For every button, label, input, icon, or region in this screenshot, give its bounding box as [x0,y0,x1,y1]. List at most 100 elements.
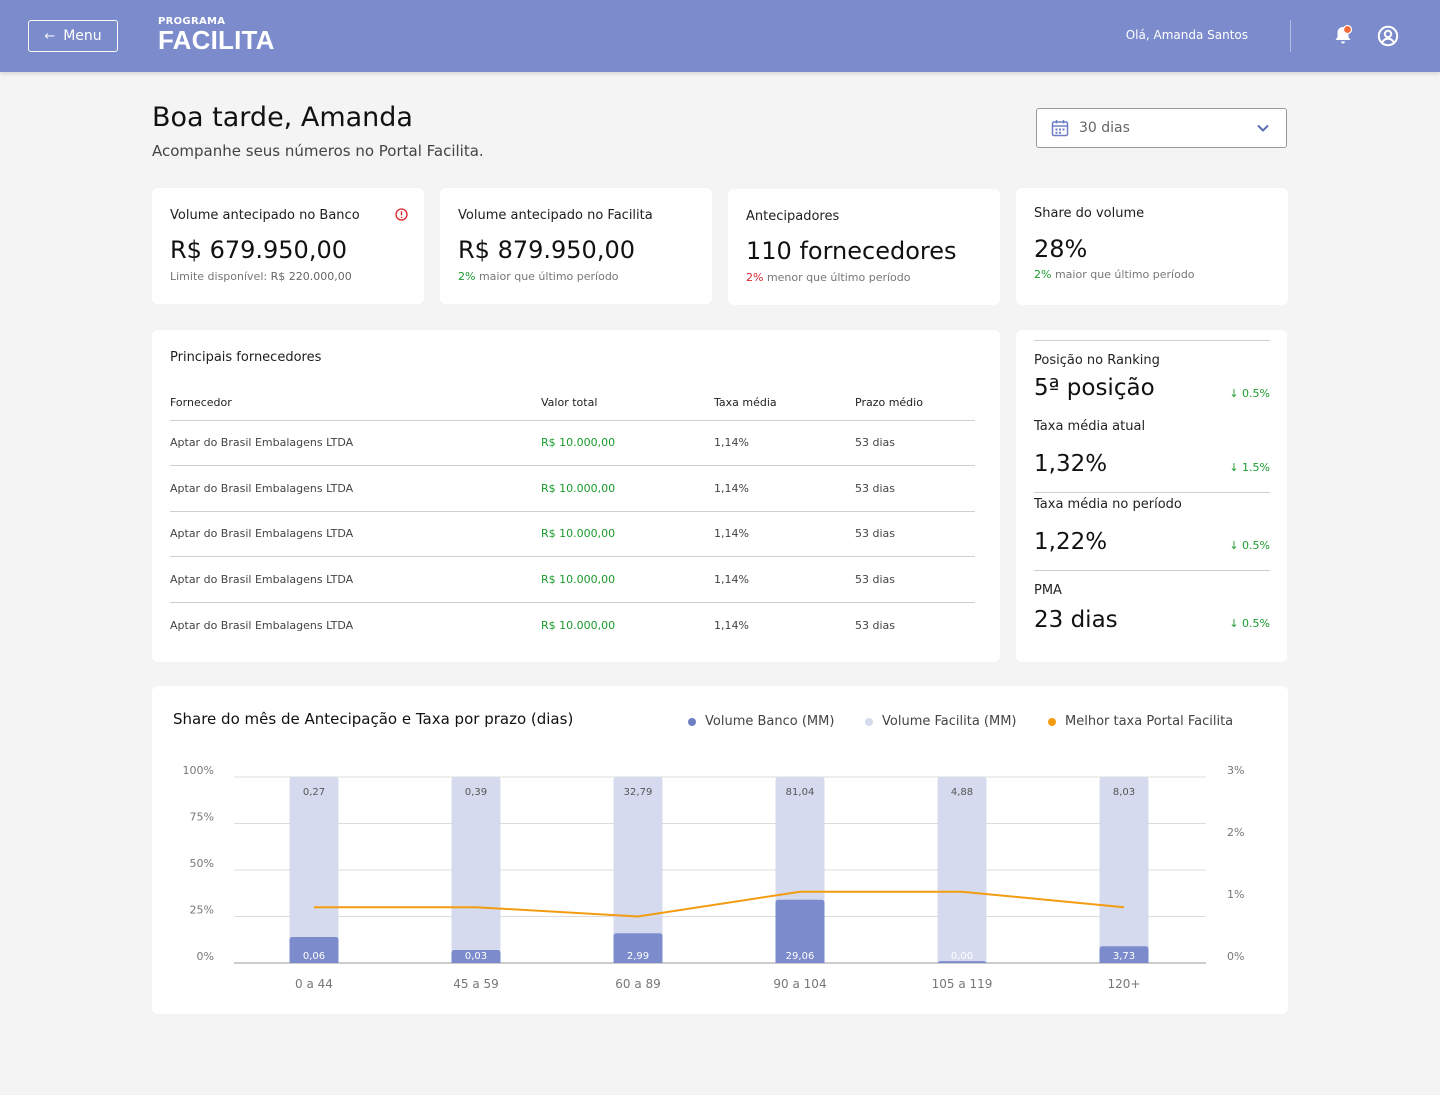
supplier-name: Aptar do Brasil Embalagens LTDA [170,556,541,603]
bar-banco-label: 0,06 [303,951,325,962]
column-header[interactable]: Fornecedor [170,386,541,421]
chart-title: Share do mês de Antecipação e Taxa por p… [173,710,574,728]
kpi-label: Antecipadores [746,209,840,224]
table-row[interactable]: Aptar do Brasil Embalagens LTDA R$ 10.00… [170,420,975,466]
column-header[interactable]: Valor total [541,386,714,421]
kpi-label: Share do volume [1034,206,1145,221]
legend-dot [688,717,696,726]
column-header[interactable]: Prazo médio [855,386,975,421]
y-right-tick-label: 0% [1227,950,1244,963]
kpi-note: 2% menor que último período [746,271,910,284]
period-select-value: 30 dias [1079,120,1130,136]
column-header[interactable]: Taxa média [714,386,855,421]
kpi-value: R$ 679.950,00 [170,236,347,264]
bar-banco-label: 29,06 [786,951,815,962]
supplier-total: R$ 10.000,00 [541,556,714,603]
line-melhor-taxa [314,890,1125,918]
ranking-value: 23 dias [1034,607,1118,633]
user-profile-icon[interactable] [1377,25,1399,47]
logo[interactable]: PROGRAMA FACILITA [158,16,275,53]
kpi-value: 28% [1034,235,1088,263]
ranking-item-pma: PMA 23 dias ↓ 0.5% [1034,583,1270,643]
supplier-term: 53 dias [855,511,975,557]
supplier-rate: 1,14% [714,465,855,512]
bar-banco [613,933,663,963]
kpi-delta: 2% [458,270,476,283]
table-header-row: Fornecedor Valor total Taxa média Prazo … [170,386,975,421]
kpi-value: 110 fornecedores [746,237,957,265]
chevron-down-icon [1257,124,1269,132]
divider [1034,492,1270,493]
table-row[interactable]: Aptar do Brasil Embalagens LTDA R$ 10.00… [170,602,975,648]
legend-item-banco[interactable]: Volume Banco (MM) [688,714,834,729]
kpi-value: R$ 879.950,00 [458,236,635,264]
y-left-tick-label: 75% [190,811,214,824]
top-header: ← Menu PROGRAMA FACILITA Olá, Amanda San… [0,0,1440,72]
table-row[interactable]: Aptar do Brasil Embalagens LTDA R$ 10.00… [170,511,975,557]
y-left-tick-label: 100% [183,764,214,777]
bar-facilita [937,777,987,963]
bar-facilita-label: 32,79 [624,787,653,798]
ranking-item-taxa-atual: Taxa média atual 1,32% ↓ 1.5% [1034,419,1270,479]
legend-item-taxa[interactable]: Melhor taxa Portal Facilita [1048,714,1233,729]
ranking-label: Taxa média atual [1034,419,1146,434]
ranking-label: Posição no Ranking [1034,353,1160,368]
legend-label: Volume Banco (MM) [705,714,835,729]
legend-item-facilita[interactable]: Volume Facilita (MM) [865,714,1017,729]
supplier-name: Aptar do Brasil Embalagens LTDA [170,420,541,466]
supplier-term: 53 dias [855,618,896,632]
ranking-value: 5ª posição [1034,375,1155,401]
menu-button-label: Menu [63,28,102,44]
suppliers-card: Principais fornecedores Fornecedor Valor… [152,330,1000,662]
menu-button[interactable]: ← Menu [28,20,118,52]
kpi-label: Volume antecipado no Banco [170,208,360,223]
legend-label: Volume Facilita (MM) [882,714,1017,729]
ranking-label: PMA [1034,583,1062,598]
bar-facilita-label: 4,88 [951,787,973,798]
kpi-note-prefix: Limite disponível: [170,270,271,283]
table-row[interactable]: Aptar do Brasil Embalagens LTDA R$ 10.00… [170,465,975,512]
kpi-note: 2% maior que último período [458,270,619,283]
bar-banco [451,949,501,963]
user-greeting: Olá, Amanda Santos [1125,28,1248,42]
bar-facilita [451,777,501,963]
supplier-term: 53 dias [855,465,975,512]
header-divider [1290,20,1291,52]
period-select[interactable]: 30 dias [1036,108,1287,148]
supplier-term: 53 dias [855,420,975,466]
ranking-label: Taxa média no período [1034,497,1182,512]
legend-dot [1048,717,1056,726]
supplier-name: Aptar do Brasil Embalagens LTDA [170,618,354,632]
bar-banco [289,936,339,963]
kpi-delta-text: maior que último período [1051,268,1195,281]
calendar-icon [1051,120,1069,137]
ranking-delta: ↓ 0.5% [1229,387,1270,400]
y-right-tick-label: 2% [1227,826,1244,839]
x-tick-label: 90 a 104 [773,977,826,991]
kpi-label: Volume antecipado no Facilita [458,208,653,223]
x-tick-label: 45 a 59 [453,977,499,991]
table-row[interactable]: Aptar do Brasil Embalagens LTDA R$ 10.00… [170,556,975,603]
bar-facilita-label: 0,39 [465,787,487,798]
suppliers-table: Fornecedor Valor total Taxa média Prazo … [170,386,975,648]
chart-card: Share do mês de Antecipação e Taxa por p… [152,686,1288,1014]
y-left-tick-label: 25% [190,904,214,917]
divider [1034,340,1270,341]
y-right-tick-label: 1% [1227,888,1244,901]
x-tick-label: 120+ [1108,977,1141,991]
kpi-delta: 2% [1034,268,1052,281]
kpi-note: Limite disponível: R$ 220.000,00 [170,270,352,283]
bar-facilita-label: 81,04 [786,787,815,798]
bar-facilita-label: 8,03 [1113,787,1135,798]
notification-bell-icon[interactable] [1332,24,1354,46]
x-tick-label: 0 a 44 [295,977,333,991]
bar-banco-label: 3,73 [1113,951,1135,962]
bar-banco [775,899,825,963]
alert-icon[interactable] [395,208,408,221]
bar-facilita [1099,777,1149,963]
ranking-delta: ↓ 0.5% [1229,539,1270,552]
kpi-delta: 2% [746,271,764,284]
kpi-note: 2% maior que último período [1034,268,1195,281]
y-right-tick-label: 3% [1227,764,1244,777]
supplier-rate: 1,14% [714,511,855,557]
